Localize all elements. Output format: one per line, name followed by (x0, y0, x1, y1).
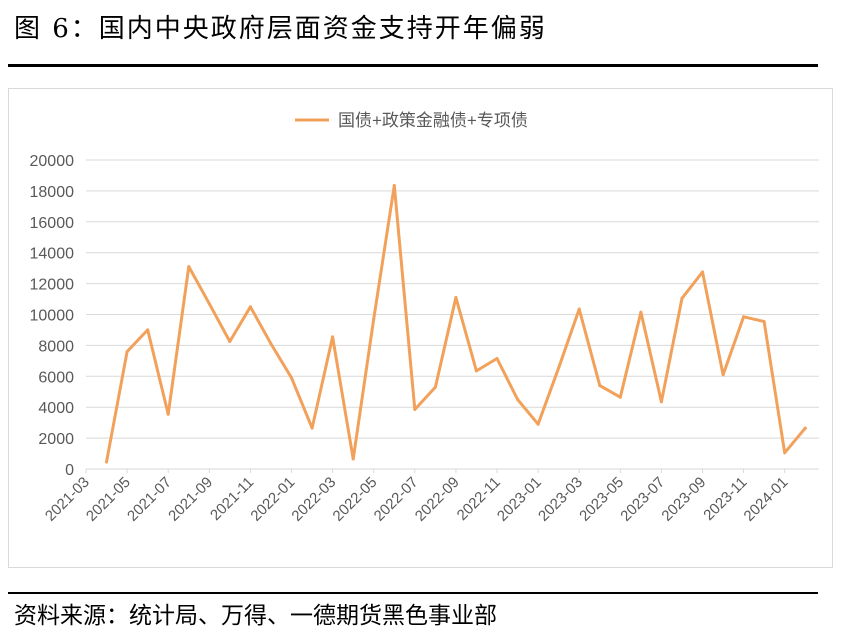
data-point (310, 426, 314, 430)
data-point (557, 366, 561, 370)
chart-frame: 0 2000 4000 6000 8000 10000 12000 14000 16000 180… (8, 88, 833, 568)
data-point (659, 400, 663, 404)
x-tick-label: 2022-09 (412, 474, 463, 525)
y-tick-label: 8000 (38, 338, 74, 355)
data-point (618, 395, 622, 399)
data-point (598, 384, 602, 388)
data-point (783, 451, 787, 455)
y-axis: 0 2000 4000 6000 8000 10000 12000 14000 16000 180… (30, 153, 75, 479)
data-point (351, 457, 355, 461)
data-point (742, 315, 746, 319)
y-tick-label: 18000 (30, 184, 75, 201)
x-tick-label: 2023-07 (617, 474, 668, 525)
figure-title: 图 6：国内中央政府层面资金支持开年偏弱 (14, 14, 547, 44)
data-point (248, 305, 252, 309)
y-tick-label: 16000 (30, 215, 75, 232)
x-tick-label: 2022-03 (288, 474, 339, 525)
data-point (146, 328, 150, 332)
y-tick-label: 14000 (30, 246, 75, 263)
data-point (207, 302, 211, 306)
data-point (701, 270, 704, 274)
data-point (392, 184, 396, 187)
data-point (166, 412, 170, 416)
data-point (536, 422, 540, 426)
x-tick-label: 2022-07 (371, 474, 422, 525)
data-point (187, 265, 191, 269)
series-line (105, 184, 807, 464)
x-tick-label: 2021-05 (83, 474, 134, 525)
y-tick-label: 20000 (30, 153, 75, 170)
data-point (290, 376, 293, 380)
legend: 国债+政策金融债+专项债 (295, 111, 528, 130)
x-axis: 2021-032021-052021-072021-092021-112022-… (42, 469, 792, 525)
y-tick-label: 4000 (38, 400, 74, 417)
line-chart: 0 2000 4000 6000 8000 10000 12000 14000 16000 180… (30, 111, 819, 525)
data-point (803, 426, 807, 430)
y-tick-label: 6000 (38, 369, 74, 386)
x-tick-label: 2021-07 (124, 474, 175, 525)
data-point (516, 398, 520, 401)
data-point (639, 310, 643, 314)
top-rule (8, 64, 818, 67)
x-tick-label: 2021-09 (165, 474, 216, 525)
y-tick-label: 0 (65, 462, 74, 479)
data-point (413, 408, 417, 411)
data-point (577, 307, 581, 311)
data-point (433, 385, 437, 389)
x-tick-label: 2023-03 (535, 474, 586, 525)
x-tick-label: 2024-01 (741, 474, 792, 525)
data-point (474, 369, 478, 373)
data-point (372, 317, 376, 321)
data-point (454, 296, 458, 299)
data-point (680, 296, 684, 300)
x-tick-label: 2022-05 (330, 474, 381, 525)
y-tick-label: 12000 (30, 277, 75, 294)
y-tick-label: 10000 (30, 308, 75, 325)
data-point (269, 342, 273, 346)
data-point (721, 373, 725, 377)
x-tick-label: 2022-01 (247, 474, 298, 525)
x-tick-label: 2023-01 (494, 474, 545, 525)
bottom-rule (8, 592, 818, 594)
x-tick-label: 2023-05 (576, 474, 627, 525)
data-point (105, 460, 108, 464)
data-point (125, 350, 129, 354)
x-tick-label: 2023-09 (658, 474, 709, 525)
data-point (495, 357, 499, 360)
source-note: 资料来源：统计局、万得、一德期货黑色事业部 (14, 603, 497, 629)
series-layer (105, 184, 807, 464)
x-tick-label: 2021-03 (42, 474, 93, 525)
data-point (331, 335, 335, 339)
legend-label: 国债+政策金融债+专项债 (338, 111, 528, 130)
data-point (228, 340, 232, 343)
y-tick-label: 2000 (38, 431, 74, 448)
data-point (762, 320, 766, 323)
